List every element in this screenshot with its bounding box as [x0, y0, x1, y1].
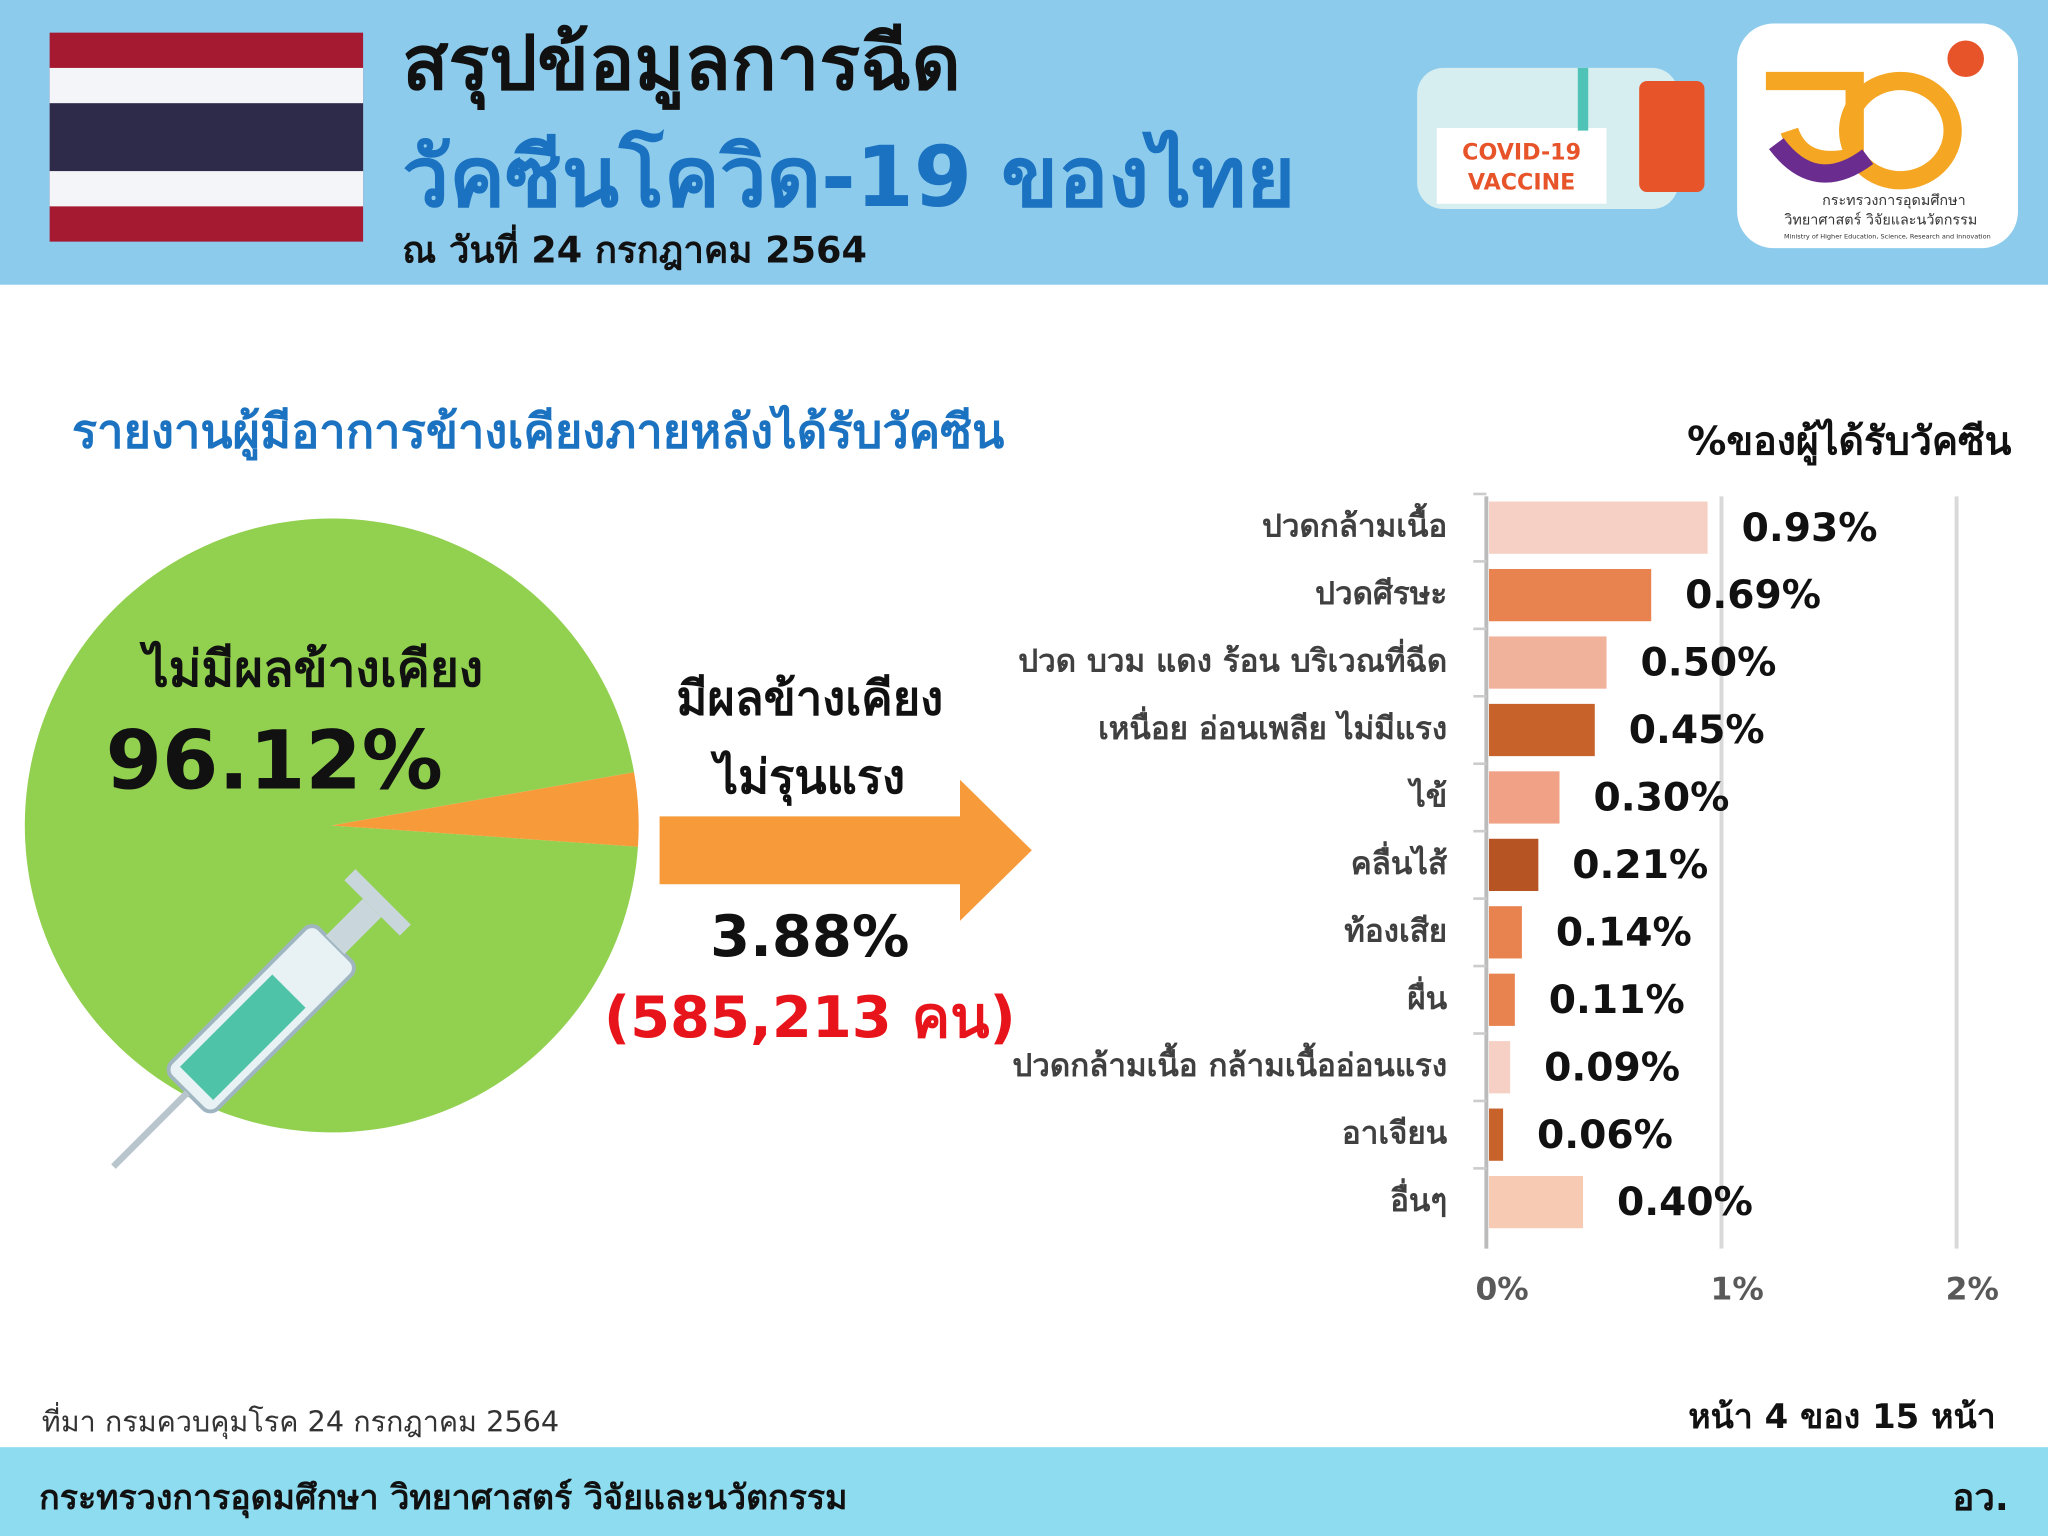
pie-chart: ไม่มีผลข้างเคียง 96.12% 3.88% (585,213 คน) — [24, 518, 1016, 1133]
pie-value-label: 96.12% — [106, 715, 443, 809]
x-tick-label: 0% — [1475, 1271, 1528, 1307]
category-label: ปวดศีรษะ — [1315, 576, 1447, 612]
bar — [1488, 1108, 1504, 1161]
pie-value-label: 3.88% — [710, 903, 909, 970]
value-label: 0.50% — [1640, 641, 1776, 686]
category-label: อื่นๆ — [1390, 1178, 1447, 1219]
bar-chart: %ของผู้ได้รับวัคซีน 0% 1% 2% ปวดกล้ามเนื้อ 0.… — [1012, 418, 2011, 1308]
value-label: 0.14% — [1556, 910, 1692, 955]
x-tick-label: 2% — [1946, 1271, 1999, 1307]
pie-label: มีผลข้างเคียง ไม่รุนแรง — [676, 672, 944, 805]
arrow — [659, 779, 1032, 921]
category-label: ผื่น — [1407, 976, 1447, 1017]
category-label: ปวดกล้ามเนื้อ — [1262, 503, 1447, 545]
vaccine-bottle — [1417, 67, 1705, 209]
category-label: เหนื่อย อ่อนเพลีย ไม่มีแรง — [1098, 706, 1447, 747]
logo-text: กระทรวงการอุดมศึกษา — [1822, 193, 1966, 209]
ministry-logo — [1737, 23, 2018, 249]
category-label: ท้องเสีย — [1344, 913, 1447, 949]
syringe — [111, 869, 411, 1169]
footer-ministry: กระทรวงการอุดมศึกษา วิทยาศาสตร์ วิจัยและ… — [39, 1478, 847, 1519]
bar — [1488, 636, 1607, 689]
thai-flag — [49, 32, 364, 242]
category-label: อาเจียน — [1342, 1116, 1448, 1152]
pie-slice — [331, 772, 639, 847]
header-subtitle: วัคซีนโควิด-19 ของไทย — [402, 128, 1295, 226]
page-number: หน้า 4 ของ 15 หน้า — [1688, 1397, 1996, 1437]
value-label: 0.06% — [1537, 1113, 1673, 1158]
bar — [1488, 906, 1522, 959]
category-label: คลื่นไส้ — [1351, 841, 1448, 882]
footer-band — [0, 1447, 2048, 1536]
footer-abbr: อว. — [1952, 1476, 2008, 1519]
pie-label: ไม่มีผลข้างเคียง — [139, 640, 483, 698]
pie-annotation: (585,213 คน) — [604, 984, 1016, 1051]
logo-text: วิทยาศาสตร์ วิจัยและนวัตกรรม — [1784, 212, 1977, 229]
bar — [1488, 1041, 1511, 1094]
category-label: ไข้ — [1407, 777, 1447, 814]
bar — [1488, 501, 1708, 554]
bar — [1488, 703, 1595, 757]
value-label: 0.40% — [1617, 1180, 1753, 1225]
bar — [1488, 568, 1652, 622]
value-label: 0.45% — [1629, 708, 1765, 753]
vaccine-label: COVID-19 — [1462, 139, 1581, 165]
bar — [1488, 771, 1560, 824]
value-label: 0.30% — [1593, 776, 1729, 821]
pie-slice — [24, 518, 638, 1133]
section-title: รายงานผู้มีอาการข้างเคียงภายหลังได้รับวั… — [72, 403, 1004, 461]
bar — [1488, 973, 1515, 1026]
header-date: ณ วันที่ 24 กรกฎาคม 2564 — [402, 224, 867, 272]
value-label: 0.09% — [1544, 1045, 1680, 1090]
bar — [1488, 1175, 1584, 1229]
x-tick-label: 1% — [1711, 1271, 1764, 1307]
header-title: สรุปข้อมูลการฉีด — [402, 19, 961, 111]
value-label: 0.69% — [1685, 573, 1821, 618]
vaccine-label: VACCINE — [1468, 169, 1575, 195]
logo-text: Ministry of Higher Education, Science, R… — [1784, 232, 1991, 240]
bar — [1488, 838, 1539, 892]
value-label: 0.11% — [1549, 978, 1685, 1023]
category-label: ปวดกล้ามเนื้อ กล้ามเนื้ออ่อนแรง — [1012, 1042, 1447, 1084]
bar-chart-title: %ของผู้ได้รับวัคซีน — [1687, 418, 2011, 466]
value-label: 0.21% — [1572, 843, 1708, 888]
category-label: ปวด บวม แดง ร้อน บริเวณที่ฉีด — [1018, 639, 1447, 680]
source: ที่มา กรมควบคุมโรค 24 กรกฎาคม 2564 — [42, 1402, 559, 1440]
value-label: 0.93% — [1742, 506, 1878, 551]
